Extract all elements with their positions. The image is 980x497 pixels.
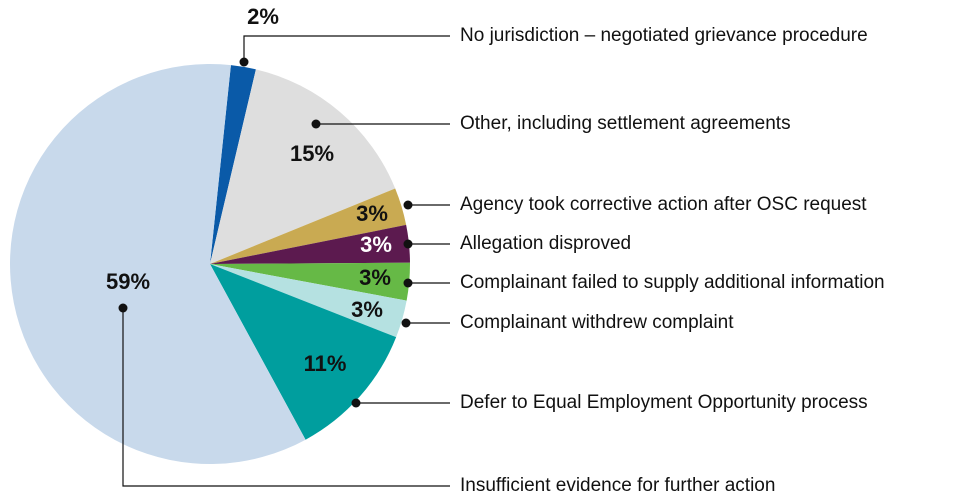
legend-label: Agency took corrective action after OSC … <box>460 194 867 215</box>
slice-label: 2% <box>247 4 279 29</box>
legend-label: Complainant failed to supply additional … <box>460 272 885 293</box>
slice-label: 3% <box>351 297 383 322</box>
pie-slice <box>210 224 410 264</box>
legend-label: Defer to Equal Employment Opportunity pr… <box>460 392 868 413</box>
pie-slice <box>210 188 407 264</box>
slice-label: 11% <box>304 351 347 376</box>
legend-label: Insufficient evidence for further action <box>460 475 775 496</box>
leader-dot <box>311 119 321 129</box>
leader-dot <box>118 303 128 313</box>
slice-label: 3% <box>356 201 388 226</box>
leader-dot <box>351 398 361 408</box>
leader-line <box>243 35 450 62</box>
leader-dot <box>403 200 413 210</box>
legend-label: Other, including settlement agreements <box>460 113 791 134</box>
pie-slice <box>210 264 397 440</box>
leader-line <box>122 308 450 487</box>
legend-label: Complainant withdrew complaint <box>460 312 734 333</box>
slice-label: 59% <box>106 269 150 294</box>
legend-label: No jurisdiction – negotiated grievance p… <box>460 25 868 46</box>
pie-slice <box>210 262 410 301</box>
slice-label: 15% <box>290 141 334 166</box>
leader-dot <box>403 239 413 249</box>
slice-label: 3% <box>360 232 392 257</box>
pie-slice <box>210 69 396 264</box>
leader-dot <box>403 278 413 288</box>
slice-label: 3% <box>359 265 391 290</box>
pie-slice <box>210 264 407 338</box>
leader-dot <box>239 57 249 67</box>
legend-label: Allegation disproved <box>460 233 631 254</box>
leader-dot <box>401 318 411 328</box>
pie-slice <box>9 63 306 465</box>
pie-slice <box>210 65 256 265</box>
